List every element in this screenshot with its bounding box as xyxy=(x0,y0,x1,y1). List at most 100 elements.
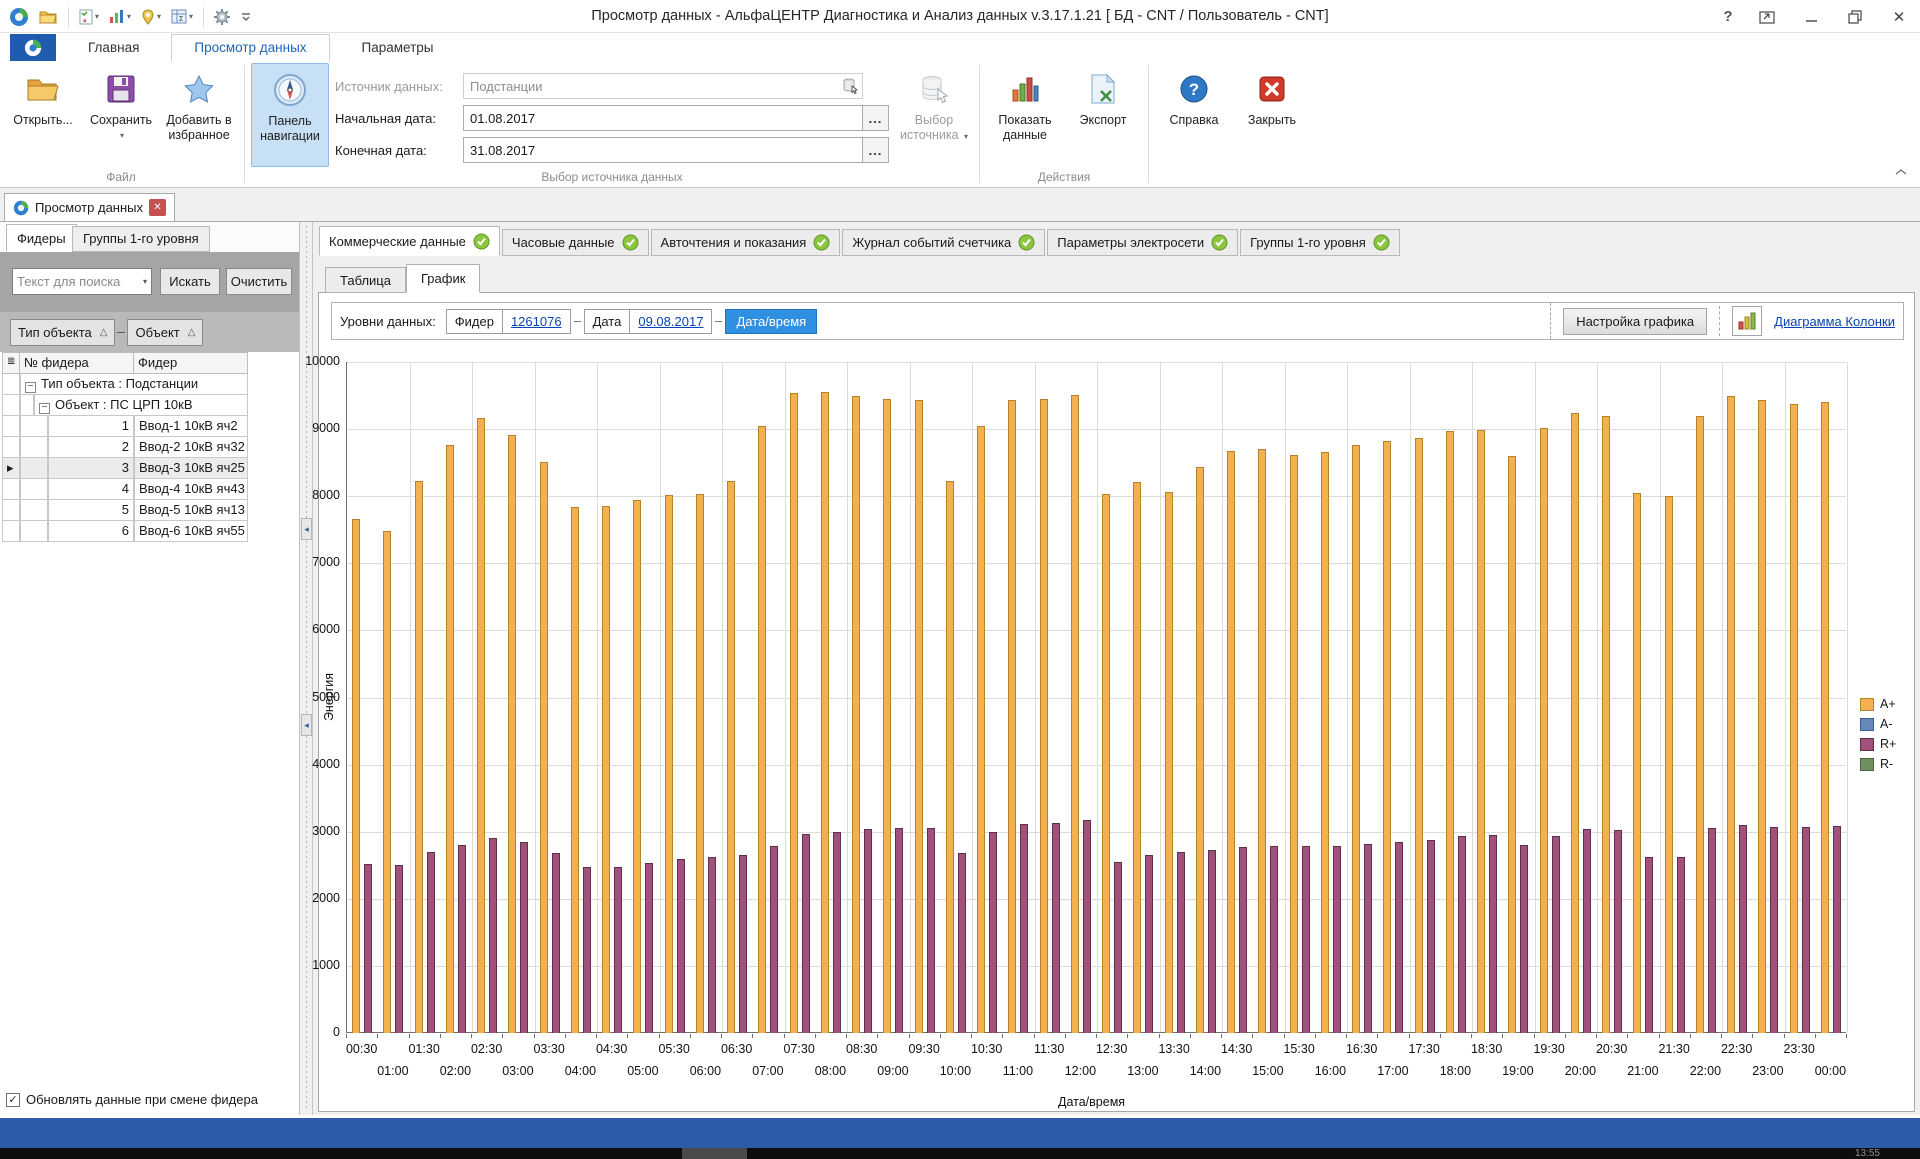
feeder-row[interactable]: 5Ввод-5 10кВ яч13 xyxy=(2,500,248,521)
search-button[interactable]: Искать xyxy=(160,268,220,295)
compass-icon xyxy=(273,72,307,108)
chart-plot-area xyxy=(346,362,1846,1033)
bar-A+ xyxy=(1571,413,1579,1033)
gridline xyxy=(1847,362,1848,1032)
feeder-name-cell: Ввод-1 10кВ яч2 xyxy=(134,416,248,437)
ribbon-tab-Главная[interactable]: Главная xyxy=(66,35,161,61)
chart-type-icon[interactable] xyxy=(1732,306,1762,336)
app-logo-icon[interactable] xyxy=(6,4,32,30)
x-tick-label: 08:00 xyxy=(807,1064,853,1078)
open-button[interactable]: Открыть... xyxy=(4,63,82,128)
group-row-object[interactable]: −Объект : ПС ЦРП 10кВ xyxy=(2,395,248,416)
help-icon[interactable]: ? xyxy=(1718,7,1738,27)
bar-R+ xyxy=(1739,825,1747,1033)
collapse-ribbon-icon[interactable] xyxy=(1890,163,1912,181)
x-tick-label: 11:30 xyxy=(1026,1042,1072,1056)
x-tick-label: 17:30 xyxy=(1401,1042,1447,1056)
open-folder-icon[interactable] xyxy=(36,4,61,30)
gridline xyxy=(660,362,661,1032)
column-header-feeder-number[interactable]: № фидера xyxy=(20,352,134,374)
feeder-row[interactable]: 4Ввод-4 10кВ яч43 xyxy=(2,479,248,500)
help-button[interactable]: ? Справка xyxy=(1155,63,1233,128)
feeder-row[interactable]: 6Ввод-6 10кВ яч55 xyxy=(2,521,248,542)
ribbon-tab-strip: Главная Просмотр данных Параметры xyxy=(0,33,1920,61)
customize-ribbon-icon[interactable] xyxy=(237,4,255,30)
collapse-icon[interactable]: − xyxy=(39,403,50,414)
feeder-row[interactable]: 2Ввод-2 10кВ яч32 xyxy=(2,437,248,458)
x-tick-label: 20:00 xyxy=(1557,1064,1603,1078)
x-tick-label: 10:30 xyxy=(964,1042,1010,1056)
view-tab-График[interactable]: График xyxy=(406,264,480,293)
clear-button[interactable]: Очистить xyxy=(226,268,292,295)
add-favorite-button[interactable]: Добавить в избранное xyxy=(160,63,238,143)
close-icon[interactable]: ✕ xyxy=(1884,4,1914,30)
database-cursor-icon[interactable] xyxy=(841,77,859,98)
level-chip-link[interactable]: 09.08.2017 xyxy=(638,314,703,329)
level-chip-current[interactable]: Дата/время xyxy=(725,309,817,334)
minimize-icon[interactable] xyxy=(1796,4,1826,30)
save-button[interactable]: Сохранить ▾ xyxy=(82,63,160,143)
group-by-object[interactable]: Объект △ xyxy=(127,319,203,346)
restore-icon[interactable] xyxy=(1840,4,1870,30)
chart-legend: A+A-R+R- xyxy=(1860,697,1896,771)
file-menu-button[interactable] xyxy=(10,34,56,61)
ribbon-tab-Параметры[interactable]: Параметры xyxy=(340,35,456,61)
collapse-icon[interactable]: − xyxy=(25,382,36,393)
checklist-icon[interactable]: ▾ xyxy=(76,4,102,30)
chevron-down-icon: ▾ xyxy=(95,12,99,21)
indent xyxy=(20,521,48,542)
navigation-panel-toggle[interactable]: Панель навигации xyxy=(251,63,329,167)
view-tab-Таблица[interactable]: Таблица xyxy=(325,267,406,293)
start-date-picker-button[interactable]: ... xyxy=(863,105,889,131)
show-data-button[interactable]: Показать данные xyxy=(986,63,1064,143)
close-button[interactable]: Закрыть xyxy=(1233,63,1311,128)
search-input[interactable]: Текст для поиска ▾ xyxy=(12,268,152,295)
separator xyxy=(244,65,245,183)
data-tab-Часовые данные[interactable]: Часовые данные xyxy=(502,229,649,256)
group-row-object-type[interactable]: −Тип объекта : Подстанции xyxy=(2,374,248,395)
end-date-picker-button[interactable]: ... xyxy=(863,137,889,163)
green-check-icon xyxy=(622,234,639,251)
bar-R+ xyxy=(1552,836,1560,1033)
bar-R+ xyxy=(552,853,560,1033)
collapse-left-icon[interactable]: ◂ xyxy=(301,518,312,540)
chart-settings-button[interactable]: Настройка графика xyxy=(1563,308,1707,335)
feeder-row[interactable]: 1Ввод-1 10кВ яч2 xyxy=(2,416,248,437)
bar-A+ xyxy=(665,495,673,1033)
x-tick xyxy=(1440,1034,1441,1038)
ribbon-tab-Просмотр данных[interactable]: Просмотр данных xyxy=(171,34,329,61)
fullscreen-icon[interactable] xyxy=(1752,4,1782,30)
feeder-row[interactable]: ▸3Ввод-3 10кВ яч25 xyxy=(2,458,248,479)
refresh-on-feeder-change-option[interactable]: ✓ Обновлять данные при смене фидера xyxy=(6,1092,258,1107)
tab-groups-level1[interactable]: Группы 1-го уровня xyxy=(72,226,210,252)
data-tab-Параметры электросети[interactable]: Параметры электросети xyxy=(1047,229,1238,256)
start-date-input[interactable]: 01.08.2017 xyxy=(463,105,863,131)
checkbox-checked-icon[interactable]: ✓ xyxy=(6,1093,20,1107)
data-tab-Авточтения и показания[interactable]: Авточтения и показания xyxy=(651,229,841,256)
end-date-input[interactable]: 31.08.2017 xyxy=(463,137,863,163)
source-select-button[interactable]: Выбор источника ▾ xyxy=(895,63,973,144)
data-tab-Коммерческие данные[interactable]: Коммерческие данные xyxy=(319,226,500,256)
export-button[interactable]: Экспорт xyxy=(1064,63,1142,128)
tab-feeders[interactable]: Фидеры xyxy=(6,224,77,252)
collapse-left-icon[interactable]: ◂ xyxy=(301,714,312,736)
document-tab-icon xyxy=(13,200,29,216)
x-tick-label: 17:00 xyxy=(1370,1064,1416,1078)
x-tick-label: 14:00 xyxy=(1182,1064,1228,1078)
settings-gear-icon[interactable] xyxy=(211,4,233,30)
x-axis-title: Дата/время xyxy=(1058,1095,1125,1109)
bar-A+ xyxy=(821,392,829,1033)
data-source-input[interactable]: Подстанции xyxy=(463,73,863,99)
level-chip-link[interactable]: 1261076 xyxy=(511,314,562,329)
group-by-object-type[interactable]: Тип объекта △ xyxy=(10,319,115,346)
column-header-feeder[interactable]: Фидер xyxy=(134,352,248,374)
bar-A+ xyxy=(602,506,610,1033)
chart-icon[interactable]: ▾ xyxy=(106,4,134,30)
document-tab[interactable]: Просмотр данных ✕ xyxy=(4,193,175,221)
data-tab-Журнал событий счетчика[interactable]: Журнал событий счетчика xyxy=(842,229,1045,256)
map-pin-icon[interactable]: ▾ xyxy=(138,4,164,30)
chart-type-link[interactable]: Диаграмма Колонки xyxy=(1774,314,1895,329)
summary-table-icon[interactable]: Σ ▾ xyxy=(168,4,196,30)
document-tab-close-icon[interactable]: ✕ xyxy=(149,199,166,216)
data-tab-Группы 1-го уровня[interactable]: Группы 1-го уровня xyxy=(1240,229,1400,256)
